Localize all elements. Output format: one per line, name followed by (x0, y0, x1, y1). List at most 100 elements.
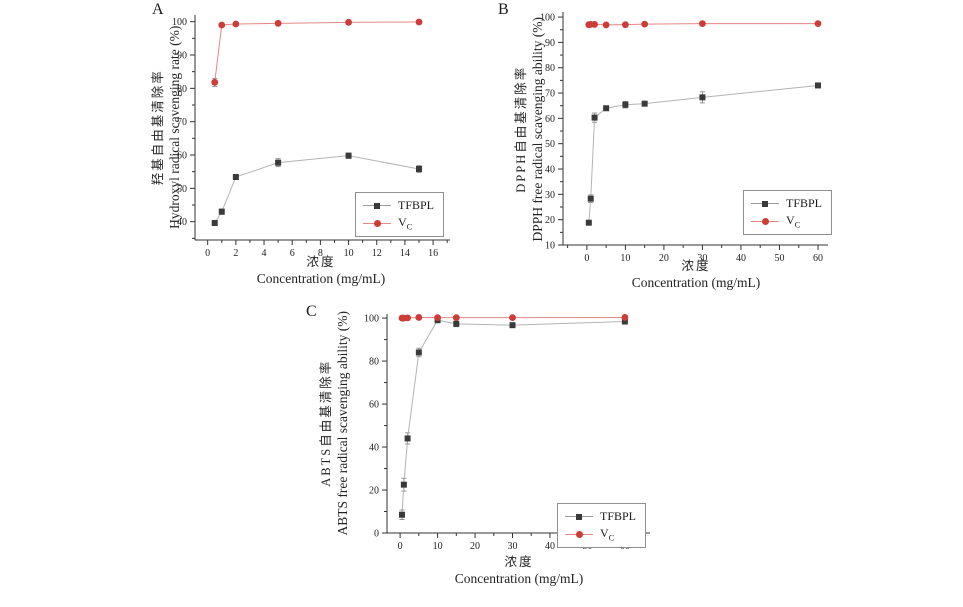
tfbpl-data-point (400, 481, 407, 488)
tfbpl-data-point (416, 166, 423, 172)
y-tick-label: 10 (545, 241, 555, 252)
legend-label-vc: VC (398, 215, 413, 232)
x-tick-label: 0 (584, 253, 589, 264)
x-tick-label: 0 (398, 541, 403, 552)
y-tick-label: 40 (177, 217, 187, 228)
panel-c-legend: TFBPL VC (557, 503, 647, 548)
y-tick-label: 60 (545, 114, 555, 125)
y-tick-label: 80 (545, 63, 555, 74)
legend-label-tfbpl: TFBPL (398, 198, 435, 212)
panel-c-letter: C (306, 303, 317, 320)
tfbpl-data-point (622, 101, 629, 108)
y-tick-label: 20 (545, 215, 555, 226)
tfbpl-data-point (585, 219, 592, 226)
tfbpl-square-marker-icon (751, 199, 779, 209)
panel-c: C 0102030405060020406080100 ABTS自由基清除率 A… (300, 300, 672, 607)
panel-a-x-axis-title: 浓度 Concentration (mg/mL) (211, 254, 431, 288)
vc-data-point (404, 314, 412, 322)
vc-data-point (591, 21, 598, 28)
tfbpl-data-point (641, 100, 648, 107)
vc-data-point (274, 19, 282, 27)
vc-data-point (211, 78, 219, 86)
tfbpl-data-point (699, 94, 706, 101)
panel-b-letter: B (498, 1, 509, 18)
tfbpl-data-point (275, 159, 282, 166)
y-tick-label: 0 (374, 529, 379, 540)
series-tfbpl (211, 152, 423, 226)
y-tick-label: 80 (369, 357, 379, 368)
vc-data-point (814, 20, 822, 28)
vc-data-point (345, 18, 352, 26)
vc-circle-marker-icon (363, 219, 391, 229)
series-vc (585, 20, 822, 29)
y-tick-label: 90 (545, 38, 555, 49)
y-tick-label: 80 (177, 84, 187, 95)
x-tick-label: 6 (290, 248, 295, 259)
panel-a-letter: A (152, 1, 164, 18)
legend-row-vc: VC (565, 526, 636, 543)
x-tick-label: 40 (736, 253, 746, 264)
x-tick-label: 12 (372, 248, 382, 259)
tfbpl-data-point (591, 114, 598, 121)
panel-b-x-axis-title: 浓度 Concentration (mg/mL) (586, 258, 806, 292)
legend-row-vc: VC (363, 215, 434, 232)
vc-data-point (621, 314, 629, 321)
y-tick-label: 60 (177, 151, 187, 162)
panel-a-x-title-cn: 浓度 (306, 255, 336, 269)
y-tick-label: 40 (545, 165, 555, 176)
tfbpl-data-point (211, 220, 218, 226)
y-tick-label: 100 (364, 314, 379, 325)
x-tick-label: 8 (318, 248, 323, 259)
x-tick-label: 40 (545, 541, 555, 552)
panel-b-x-title-cn: 浓度 (681, 259, 711, 273)
vc-circle-marker-icon (751, 217, 779, 227)
y-tick-label: 70 (177, 117, 187, 128)
series-tfbpl (398, 317, 628, 520)
y-tick-label: 50 (545, 139, 555, 150)
panel-a-x-title-en: Concentration (mg/mL) (256, 271, 386, 287)
vc-data-point (415, 18, 423, 26)
y-tick-label: 40 (369, 443, 379, 454)
vc-data-point (699, 20, 706, 28)
y-tick-label: 70 (545, 89, 555, 100)
panel-a-legend: TFBPL VC (355, 192, 445, 237)
tfbpl-data-point (218, 208, 225, 215)
panel-b-x-title-en: Concentration (mg/mL) (631, 275, 761, 291)
legend-label-tfbpl: TFBPL (786, 196, 823, 210)
tfbpl-data-point (814, 82, 821, 89)
vc-data-point (232, 20, 240, 28)
tfbpl-data-point (415, 349, 422, 356)
legend-label-vc: VC (600, 526, 615, 543)
x-tick-label: 20 (470, 541, 480, 552)
x-tick-label: 4 (262, 248, 267, 259)
legend-row-vc: VC (751, 213, 822, 230)
x-tick-label: 20 (659, 253, 669, 264)
vc-data-point (452, 314, 460, 322)
tfbpl-data-point (603, 105, 610, 112)
vc-data-point (641, 20, 649, 28)
y-tick-label: 100 (172, 17, 187, 28)
tfbpl-square-marker-icon (363, 201, 391, 211)
tfbpl-data-point (453, 320, 460, 327)
y-tick-label: 100 (540, 13, 555, 24)
panel-c-x-title-cn: 浓度 (504, 555, 534, 569)
x-tick-label: 10 (620, 253, 630, 264)
x-tick-label: 60 (813, 253, 823, 264)
axes: 0 10 20 30 40 50 60 10 20 30 40 50 60 70 80 90 100 (540, 12, 828, 264)
x-tick-label: 30 (697, 253, 707, 264)
x-tick-label: 2 (233, 248, 238, 259)
series-tfbpl (585, 82, 821, 226)
axes: 0 2 4 6 8 10 12 14 16 40 50 60 70 80 90 100 (172, 15, 450, 259)
tfbpl-data-point (232, 174, 239, 180)
tfbpl-square-marker-icon (565, 512, 593, 522)
chart-a-plot: 0 2 4 6 8 10 12 14 16 40 50 60 70 80 90 100 (172, 15, 450, 259)
tfbpl-data-point (404, 435, 411, 442)
x-tick-label: 30 (508, 541, 518, 552)
series-vc (398, 314, 629, 322)
legend-row-tfbpl: TFBPL (565, 509, 636, 524)
tfbpl-data-point (398, 511, 405, 518)
legend-row-tfbpl: TFBPL (363, 198, 434, 213)
tfbpl-data-point (587, 195, 594, 202)
y-tick-label: 30 (545, 190, 555, 201)
